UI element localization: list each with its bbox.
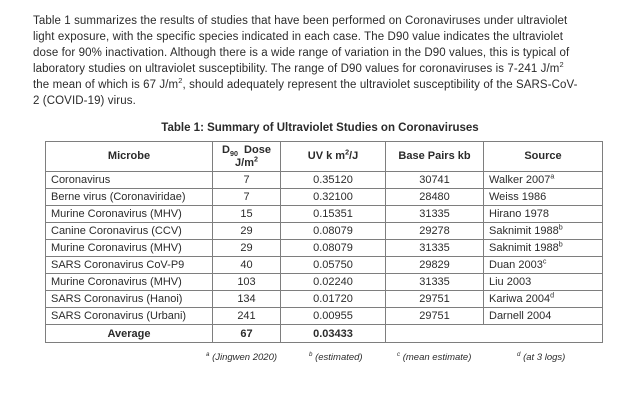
table-row: SARS Coronavirus (Hanoi) 134 0.01720 29751 K… [45,290,603,308]
column-header-d90-dose: D90 Dose J/m2 [212,141,281,172]
table-title: Table 1: Summary of Ultraviolet Studies … [161,122,479,134]
paragraph-line: the mean of which is 67 J/m2, should ade… [33,76,578,91]
cell-dose: 103 [212,273,281,291]
intro-paragraph: Table 1 summarizes the results of studie… [33,13,623,109]
cell-base-pairs: 31335 [385,273,484,291]
table-row: Berne virus (Coronaviridae) 7 0.32100 28480… [45,188,603,206]
cell-dose: 134 [212,290,281,308]
cell-source: Duan 2003c [483,256,603,274]
cell-microbe: Berne virus (Coronaviridae) [45,188,213,206]
cell-microbe: SARS Coronavirus (Hanoi) [45,290,213,308]
footnote-c: c (mean estimate) [397,350,472,363]
cell-base-pairs: 31335 [385,205,484,223]
paragraph-line: laboratory studies on ultraviolet suscep… [33,60,564,75]
cell-uv-k: 0.05750 [280,256,386,274]
cell-dose: 29 [212,222,281,240]
column-header-base-pairs: Base Pairs kb [385,141,484,172]
cell-dose: 15 [212,205,281,223]
table-header-row: Microbe D90 Dose J/m2 UV k m2/J Base Pairs k… [45,141,603,172]
table-row: Murine Coronavirus (MHV) 103 0.02240 31335 L… [45,273,603,291]
cell-source: Hirano 1978 [483,205,603,223]
cell-average-uv-k: 0.03433 [280,324,386,343]
cell-dose: 241 [212,307,281,325]
average-row: Average 67 0.03433 [45,324,603,343]
table-row: Coronavirus 7 0.35120 30741 Walker 2007a [45,171,603,189]
cell-average-dose: 67 [212,324,281,343]
cell-source: Darnell 2004 [483,307,603,325]
table-footnotes: a (Jingwen 2020) b (estimated) c (mean est… [0,350,640,366]
column-header-uv-k: UV k m2/J [280,141,386,172]
uv-studies-table: Microbe D90 Dose J/m2 UV k m2/J Base Pairs k… [45,141,603,343]
cell-source: Saknimit 1988b [483,222,603,240]
cell-uv-k: 0.08079 [280,222,386,240]
cell-average-empty [385,324,603,343]
cell-uv-k: 0.15351 [280,205,386,223]
cell-base-pairs: 31335 [385,239,484,257]
table-row: Murine Coronavirus (MHV) 29 0.08079 31335 Sa… [45,239,603,257]
table-body: Coronavirus 7 0.35120 30741 Walker 2007a Bern… [45,171,603,343]
cell-dose: 40 [212,256,281,274]
paragraph-line: 2 (COVID-19) virus. [33,95,136,107]
cell-base-pairs: 29829 [385,256,484,274]
column-header-microbe: Microbe [45,141,213,172]
cell-base-pairs: 28480 [385,188,484,206]
cell-source: Liu 2003 [483,273,603,291]
table-row: SARS Coronavirus CoV-P9 40 0.05750 29829 Dua… [45,256,603,274]
cell-uv-k: 0.08079 [280,239,386,257]
cell-dose: 29 [212,239,281,257]
paragraph-line: dose for 90% inactivation. Although ther… [33,47,570,59]
cell-microbe: Coronavirus [45,171,213,189]
cell-dose: 7 [212,171,281,189]
cell-microbe: Murine Coronavirus (MHV) [45,205,213,223]
table-row: Murine Coronavirus (MHV) 15 0.15351 31335 Hi… [45,205,603,223]
cell-average-label: Average [45,324,213,343]
cell-base-pairs: 30741 [385,171,484,189]
paragraph-line: Table 1 summarizes the results of studie… [33,15,568,27]
column-header-source: Source [483,141,603,172]
footnote-b: b (estimated) [309,350,363,363]
cell-microbe: Murine Coronavirus (MHV) [45,239,213,257]
cell-base-pairs: 29751 [385,307,484,325]
cell-base-pairs: 29278 [385,222,484,240]
cell-source: Saknimit 1988b [483,239,603,257]
table-row: Canine Coronavirus (CCV) 29 0.08079 29278 Sa… [45,222,603,240]
cell-uv-k: 0.01720 [280,290,386,308]
paragraph-line: light exposure, with the specific specie… [33,31,563,43]
cell-microbe: Murine Coronavirus (MHV) [45,273,213,291]
cell-microbe: SARS Coronavirus (Urbani) [45,307,213,325]
cell-base-pairs: 29751 [385,290,484,308]
cell-dose: 7 [212,188,281,206]
cell-source: Walker 2007a [483,171,603,189]
cell-microbe: SARS Coronavirus CoV-P9 [45,256,213,274]
cell-source: Kariwa 2004d [483,290,603,308]
cell-uv-k: 0.32100 [280,188,386,206]
table-row: SARS Coronavirus (Urbani) 241 0.00955 29751… [45,307,603,325]
footnote-d: d (at 3 logs) [517,350,566,363]
footnote-a: a (Jingwen 2020) [206,350,278,363]
cell-microbe: Canine Coronavirus (CCV) [45,222,213,240]
cell-source: Weiss 1986 [483,188,603,206]
cell-uv-k: 0.00955 [280,307,386,325]
cell-uv-k: 0.02240 [280,273,386,291]
cell-uv-k: 0.35120 [280,171,386,189]
